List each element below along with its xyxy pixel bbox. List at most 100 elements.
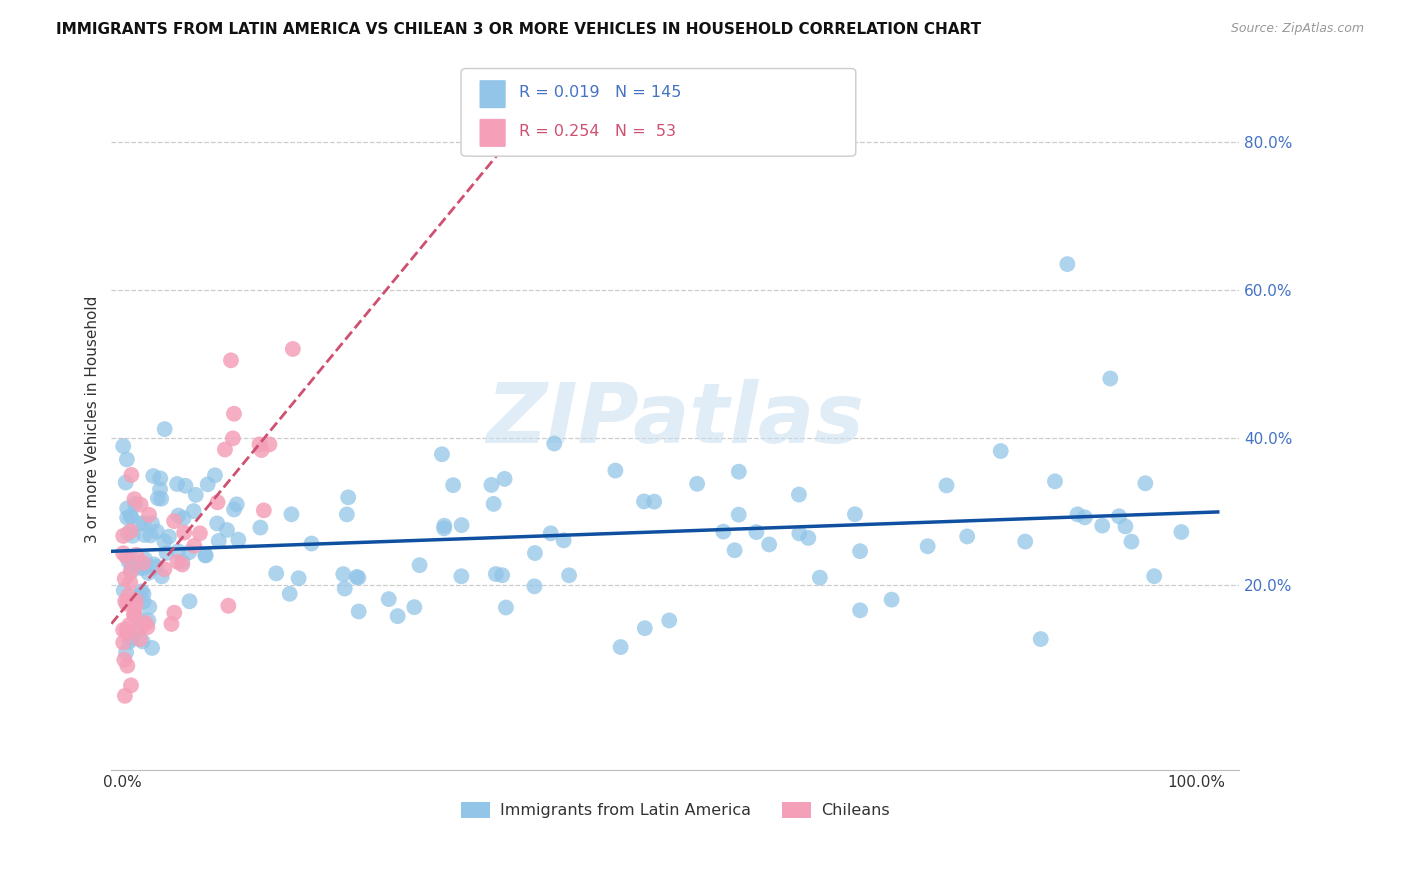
Point: [134, 528, 156, 542]
Point: [849, 603, 872, 617]
FancyBboxPatch shape: [481, 81, 505, 108]
Point: [166, 477, 188, 491]
Point: [115, 510, 138, 524]
Point: [179, 545, 201, 559]
Point: [219, 353, 242, 368]
Point: [481, 478, 503, 492]
Point: [145, 560, 167, 574]
Point: [120, 575, 142, 590]
Point: [112, 583, 135, 598]
Point: [117, 626, 139, 640]
Text: R = 0.254   N =  53: R = 0.254 N = 53: [519, 124, 675, 139]
Point: [127, 623, 149, 637]
Point: [787, 487, 810, 501]
Point: [1114, 519, 1136, 533]
Point: [134, 552, 156, 566]
Point: [347, 605, 370, 619]
Point: [188, 526, 211, 541]
Point: [132, 556, 155, 570]
Point: [408, 558, 430, 573]
Point: [129, 620, 152, 634]
Text: R = 0.019   N = 145: R = 0.019 N = 145: [519, 86, 681, 101]
Point: [1135, 476, 1157, 491]
Point: [128, 612, 150, 626]
Point: [387, 609, 409, 624]
FancyBboxPatch shape: [481, 120, 505, 146]
Point: [149, 471, 172, 485]
Point: [450, 569, 472, 583]
Point: [153, 562, 176, 576]
Point: [124, 593, 146, 607]
Point: [1108, 509, 1130, 524]
Point: [208, 533, 231, 548]
Point: [117, 658, 139, 673]
Point: [226, 533, 249, 547]
Point: [849, 544, 872, 558]
Point: [194, 548, 217, 562]
Point: [1121, 534, 1143, 549]
Point: [404, 600, 426, 615]
Point: [157, 530, 180, 544]
Point: [166, 555, 188, 569]
Point: [132, 516, 155, 531]
Point: [173, 525, 195, 540]
Point: [143, 558, 166, 572]
Point: [346, 570, 368, 584]
Point: [990, 444, 1012, 458]
Text: Source: ZipAtlas.com: Source: ZipAtlas.com: [1230, 22, 1364, 36]
Point: [222, 502, 245, 516]
Point: [658, 614, 681, 628]
Point: [122, 607, 145, 622]
Point: [1014, 534, 1036, 549]
Point: [184, 488, 207, 502]
Point: [114, 475, 136, 490]
Point: [482, 497, 505, 511]
Point: [125, 548, 148, 562]
Point: [1029, 632, 1052, 646]
Point: [131, 561, 153, 575]
Point: [205, 516, 228, 531]
Point: [115, 549, 138, 564]
Point: [1074, 510, 1097, 524]
Point: [128, 589, 150, 603]
Point: [723, 543, 745, 558]
Point: [634, 621, 657, 635]
Point: [114, 689, 136, 703]
Point: [120, 467, 142, 482]
Point: [167, 508, 190, 523]
Point: [160, 616, 183, 631]
Point: [558, 568, 581, 582]
Point: [117, 526, 139, 541]
Point: [115, 623, 138, 637]
Point: [745, 524, 768, 539]
Point: [249, 520, 271, 534]
Point: [1066, 508, 1088, 522]
Point: [174, 479, 197, 493]
Point: [124, 492, 146, 507]
Point: [114, 594, 136, 608]
Y-axis label: 3 or more Vehicles in Household: 3 or more Vehicles in Household: [86, 295, 100, 542]
Point: [301, 536, 323, 550]
Point: [609, 640, 631, 654]
FancyBboxPatch shape: [461, 69, 856, 156]
Point: [153, 534, 176, 549]
Point: [280, 508, 302, 522]
Point: [789, 526, 811, 541]
Point: [121, 529, 143, 543]
Point: [120, 549, 142, 564]
Point: [120, 565, 142, 579]
Point: [115, 452, 138, 467]
Point: [1091, 518, 1114, 533]
Point: [167, 544, 190, 558]
Point: [485, 567, 508, 582]
Text: IMMIGRANTS FROM LATIN AMERICA VS CHILEAN 3 OR MORE VEHICLES IN HOUSEHOLD CORRELA: IMMIGRANTS FROM LATIN AMERICA VS CHILEAN…: [56, 22, 981, 37]
Point: [1170, 524, 1192, 539]
Point: [142, 469, 165, 483]
Point: [124, 607, 146, 622]
Point: [163, 514, 186, 528]
Point: [225, 497, 247, 511]
Point: [112, 529, 135, 543]
Point: [141, 640, 163, 655]
Point: [1043, 475, 1066, 489]
Point: [115, 501, 138, 516]
